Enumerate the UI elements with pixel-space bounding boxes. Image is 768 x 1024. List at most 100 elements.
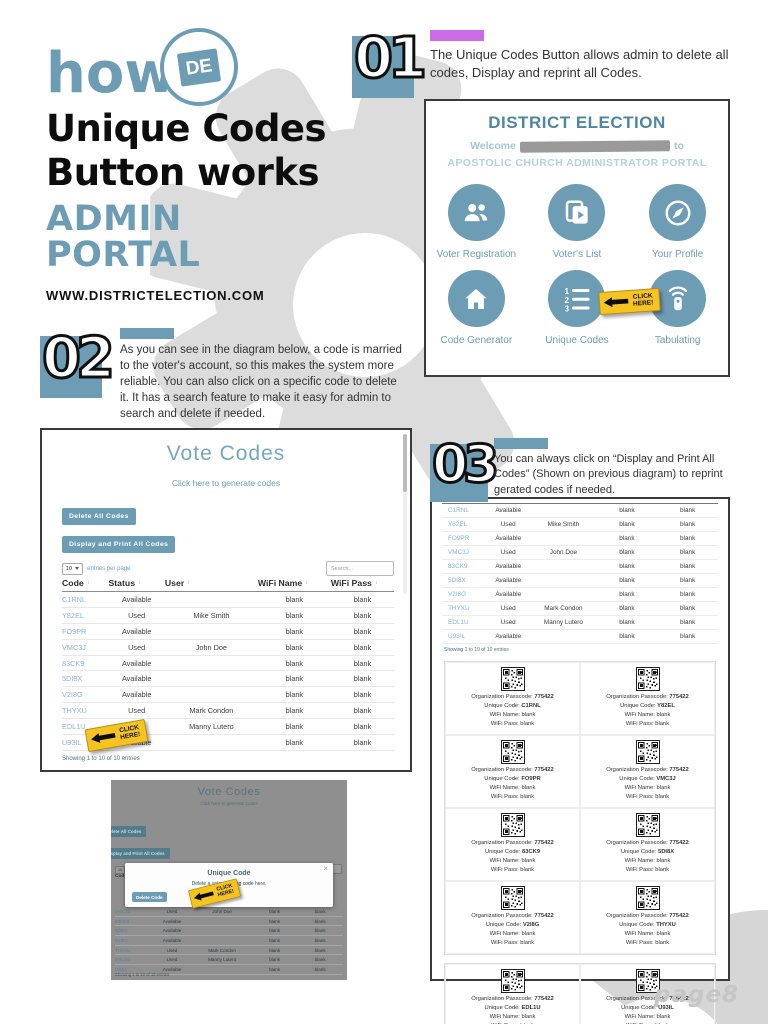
table-row: 83CK9 Available blank blank [62, 656, 394, 672]
status-cell: Available [162, 928, 182, 934]
tile-label: Code Generator [440, 335, 513, 346]
wifi-name-cell: blank [619, 605, 635, 612]
wifi-name-cell: blank [269, 966, 281, 972]
user-cell: Mike Smith [193, 610, 230, 620]
code-link[interactable]: EDL1U [448, 619, 469, 626]
generate-codes-link[interactable]: Click here to generate codes [171, 478, 281, 488]
scrollbar[interactable] [403, 434, 407, 594]
delete-code-button[interactable]: Delete Code [132, 892, 167, 902]
delete-code-modal-screenshot: Vote Codes Click here to generate codes … [111, 780, 347, 980]
table-row: V2I8G Available blank blank [62, 687, 394, 704]
qr-code [635, 812, 660, 837]
table-row: 5DI8X Available blank blank [115, 926, 343, 937]
generate-codes-link-dimmed: Click here to generate codes [200, 801, 258, 806]
code-link[interactable]: THYXU [448, 605, 470, 612]
table-row: FO9PR Available blank blank [62, 624, 394, 640]
code-link[interactable]: Y82EL [62, 610, 84, 620]
column-header[interactable]: WiFi Pass ↕ [330, 578, 378, 588]
code-link[interactable]: U93IL [448, 633, 466, 640]
code-link[interactable]: THYXU [62, 706, 87, 716]
table-row: THYXU Used Mark Condon blank blank [62, 703, 394, 720]
code-link[interactable]: FO9PR [448, 535, 470, 542]
close-icon[interactable]: × [323, 864, 328, 873]
display-print-all-codes-button[interactable]: Display and Print All Codes [62, 536, 176, 553]
code-link[interactable]: EDL1U [62, 722, 86, 732]
code-link[interactable]: VMC3J [448, 549, 469, 556]
table-row: Y82EL Used Mike Smith blank blank [62, 608, 394, 624]
table-row: EDL1U Used Manny Lutero blank blank [442, 616, 718, 630]
code-link[interactable]: 83CK9 [448, 563, 468, 570]
sort-icon: ↕ [187, 580, 191, 586]
unique-code-value: Y82EL [657, 702, 675, 709]
user-cell: Manny Lutero [543, 619, 583, 626]
code-link[interactable]: U93IL [62, 737, 82, 747]
arrow-left-icon [603, 295, 630, 311]
table-body-dimmed: VMC3J Used John Doe blank blank 83CK9 Av… [115, 907, 343, 975]
status-cell: Used [500, 605, 516, 612]
qr-code [635, 667, 660, 691]
table-row: C1RNL Available blank blank [62, 592, 394, 608]
wifi-name-cell: blank [619, 563, 635, 570]
code-link[interactable]: 5DI8X [62, 674, 83, 684]
delete-all-codes-button[interactable]: Delete All Codes [62, 508, 136, 525]
wifi-pass-cell: blank [353, 674, 372, 684]
code-link[interactable]: V2I8G [62, 690, 83, 700]
code-link[interactable]: FO9PR [62, 626, 87, 636]
tile-voter-registration[interactable]: Voter Registration [426, 184, 527, 260]
column-header[interactable]: WiFi Name ↕ [257, 578, 309, 588]
step-2-number: 02 [41, 326, 117, 391]
table-row: THYXU Used Mark Condon blank blank [115, 946, 343, 956]
org-passcode-value: 775422 [669, 912, 689, 919]
code-link[interactable]: Y82EL [448, 521, 468, 528]
code-link[interactable]: 83CK9 [62, 658, 85, 668]
tile-label: Voter's List [552, 249, 602, 260]
chevron-down-icon [75, 567, 80, 570]
qr-code-card: Organization Passcode: 775422 Unique Cod… [445, 807, 580, 881]
code-link[interactable]: VMC3J [62, 642, 86, 652]
qr-code [500, 968, 525, 993]
table-row: V2I8G Available blank blank [442, 588, 718, 602]
code-link[interactable]: V2I8G [448, 591, 467, 598]
entries-per-page-select-dimmed: 10 [115, 866, 126, 874]
compass-icon [649, 184, 707, 241]
entries-per-page-select[interactable]: 10 [62, 562, 84, 575]
search-input[interactable] [326, 561, 394, 576]
column-header[interactable]: Code ↕ [62, 578, 90, 588]
print-codes-screenshot: C1RNL Available blank blank Y82EL Used M… [430, 497, 730, 1024]
status-cell: Available [162, 918, 182, 924]
code-link[interactable]: 5DI8X [448, 577, 466, 584]
code-cell: V2I8G [115, 937, 129, 943]
wifi-name-cell: blank [619, 507, 635, 514]
status-cell: Available [121, 674, 152, 684]
accent-bar [494, 438, 548, 449]
code-cell: 83CK9 [115, 918, 130, 924]
scrollbar-thumb[interactable] [403, 434, 407, 492]
column-header: Code [115, 874, 127, 879]
portal-tiles: Voter Registration Voter's List Your Pro… [426, 184, 728, 346]
step-1-badge: 01 [352, 26, 428, 98]
table-row: V2I8G Available blank blank [115, 936, 343, 946]
column-header[interactable]: Status ↕ [108, 578, 142, 588]
wifi-name-cell: blank [269, 947, 281, 953]
column-header[interactable]: User ↕ [164, 578, 191, 588]
code-link[interactable]: C1RNL [62, 594, 86, 604]
org-passcode-value: 775422 [534, 766, 554, 773]
tile-label: Your Profile [651, 249, 704, 260]
tile-voters-list[interactable]: Voter's List [527, 184, 628, 260]
step-3-badge: 03 [430, 435, 501, 502]
tile-code-generator[interactable]: Code Generator [426, 270, 527, 346]
unique-code-value: VMC3J [656, 775, 676, 782]
table-showing-footer: Showing 1 to 10 of 10 entries [62, 756, 140, 762]
click-here-sticker: CLICK HERE! [84, 718, 149, 753]
tile-your-profile[interactable]: Your Profile [627, 184, 728, 260]
wifi-name-cell: blank [285, 706, 304, 716]
status-cell: Available [495, 507, 522, 514]
table-row: VMC3J Used John Doe blank blank [115, 907, 343, 917]
wifi-pass-cell: blank [353, 690, 372, 700]
qr-code-card: Organization Passcode: 775422 Unique Cod… [580, 880, 715, 954]
de-logo-mark: DE [176, 47, 222, 87]
code-link[interactable]: C1RNL [448, 507, 469, 514]
status-cell: Available [162, 966, 182, 972]
status-cell: Available [495, 577, 522, 584]
